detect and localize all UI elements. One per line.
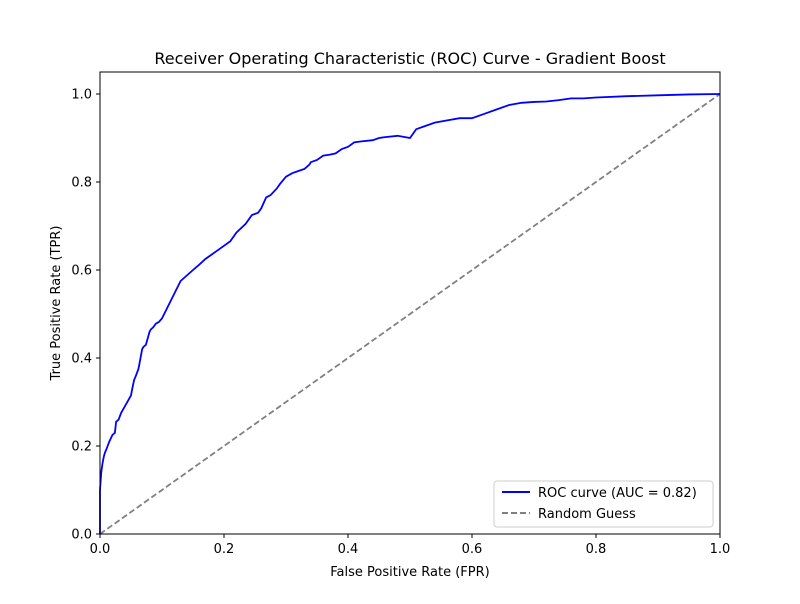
legend-label-roc: ROC curve (AUC = 0.82) <box>538 486 697 501</box>
y-axis: 0.0 0.2 0.4 0.6 0.8 1.0 <box>71 88 100 543</box>
y-tick-label: 0.6 <box>71 264 92 279</box>
random-guess-line <box>99 93 721 535</box>
y-tick-label: 0.8 <box>71 176 92 191</box>
roc-curve-line <box>99 93 721 534</box>
chart-title: Receiver Operating Characteristic (ROC) … <box>154 49 665 68</box>
legend-label-random: Random Guess <box>538 507 636 522</box>
y-axis-label: True Positive Rate (TPR) <box>49 226 64 382</box>
plot-area <box>99 93 721 535</box>
x-tick-label: 0.6 <box>462 542 483 557</box>
x-tick-label: 0.0 <box>90 542 111 557</box>
legend: ROC curve (AUC = 0.82) Random Guess <box>493 480 714 528</box>
x-axis: 0.0 0.2 0.4 0.6 0.8 1.0 <box>90 534 731 557</box>
y-tick-label: 0.4 <box>71 352 92 367</box>
x-tick-label: 0.2 <box>214 542 235 557</box>
x-tick-label: 0.4 <box>338 542 359 557</box>
y-tick-label: 1.0 <box>71 88 92 103</box>
y-tick-label: 0.0 <box>71 528 92 543</box>
x-tick-label: 1.0 <box>710 542 731 557</box>
legend-box <box>493 480 714 528</box>
x-axis-label: False Positive Rate (FPR) <box>330 565 489 580</box>
x-tick-label: 0.8 <box>586 542 607 557</box>
plot-frame <box>99 71 721 535</box>
y-tick-label: 0.2 <box>71 440 92 455</box>
